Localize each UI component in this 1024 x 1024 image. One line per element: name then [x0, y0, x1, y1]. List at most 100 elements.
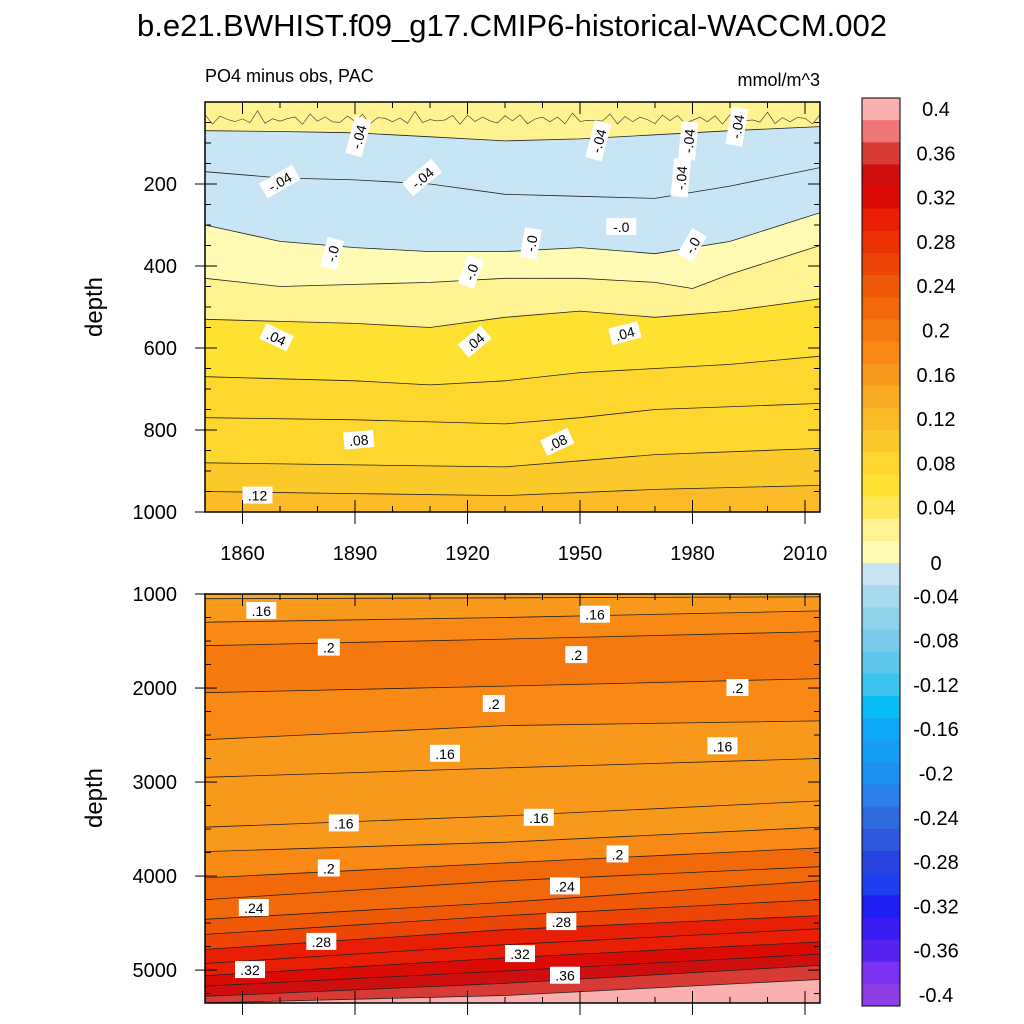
contour-label-bg	[246, 601, 277, 619]
contour-label-bg	[606, 845, 629, 863]
contour-line	[205, 485, 820, 497]
y-tick-label: 200	[144, 174, 177, 196]
colorbar-label: -0.36	[913, 941, 959, 963]
contour-label-text: .32	[510, 946, 530, 962]
figure-title: b.e21.BWHIST.f09_g17.CMIP6-historical-WA…	[137, 8, 887, 43]
colorbar-swatch	[862, 873, 900, 896]
colorbar-swatch	[862, 850, 900, 874]
contour-label-bg	[319, 236, 345, 271]
colorbar-swatch	[862, 961, 900, 985]
contour-label-text: .2	[323, 861, 335, 877]
colorbar-swatch	[862, 607, 900, 631]
colorbar-swatch	[862, 895, 900, 918]
contour-label-bg	[259, 323, 294, 352]
contour-label-bg	[585, 120, 612, 162]
x-tick-label: 1950	[558, 543, 603, 565]
contour-label-bg	[457, 325, 492, 358]
contour-label: .36	[550, 966, 580, 984]
contour-label: -.04	[585, 120, 612, 162]
bottom-contour-labels: .16 .16 .2 .2 .2 .2 .16 .16 .16 .16 .2 .2 .24 .24 .28.…	[235, 601, 749, 984]
y-tick-label: 600	[144, 338, 177, 360]
colorbar-swatch	[862, 518, 900, 542]
contour-label-text: .2	[612, 846, 624, 862]
contour-line	[205, 678, 820, 694]
contour-line	[205, 167, 820, 199]
top-y-axis-label: depth	[81, 277, 108, 337]
colorbar-label: 0.16	[917, 365, 956, 387]
contour-label: -.0	[457, 254, 484, 289]
contour-label-bg	[565, 646, 588, 664]
contour-label-bg	[550, 966, 580, 984]
contour-label-text: -.04	[680, 128, 698, 154]
colorbar-swatch	[862, 142, 900, 165]
y-tick-label: 4000	[133, 866, 178, 888]
contour-label-bg	[608, 321, 642, 346]
y-tick-label: 3000	[133, 772, 178, 794]
contour-label: .2	[317, 859, 340, 877]
colorbar-swatch	[862, 230, 900, 254]
contour-line	[205, 212, 820, 255]
colorbar-labels: 0.4 0.36 0.32 0.28 0.24 0.2 0.16 0.12 0.08 0.04 0 -…	[913, 99, 959, 1007]
contour-label: .12	[242, 486, 273, 504]
colorbar-label: -0.16	[913, 719, 959, 741]
colorbar-swatch	[862, 983, 900, 1007]
colorbar-label: 0.4	[922, 99, 950, 121]
contour-label-text: -.04	[728, 113, 748, 140]
contour-label-text: -.0	[613, 219, 630, 235]
colorbar-swatch	[862, 563, 900, 586]
contour-label-bg	[259, 164, 301, 199]
colorbar-label: -0.04	[913, 586, 959, 608]
contour-label-text: .36	[555, 968, 575, 984]
contour-line	[205, 631, 820, 647]
contour-label-text: .24	[555, 878, 575, 894]
colorbar-swatch	[862, 718, 900, 741]
colorbar-swatch	[862, 452, 900, 475]
colorbar-swatch	[862, 363, 900, 387]
contour-label: .28	[546, 913, 577, 931]
contour-label-text: .16	[252, 603, 272, 619]
contour-label: .16	[523, 808, 554, 826]
contour-label-bg	[726, 679, 749, 696]
colorbar-swatch	[862, 695, 900, 719]
contour-label: -.04	[670, 158, 691, 198]
colorbar-swatch	[862, 430, 900, 453]
colorbar-label: -0.2	[919, 764, 953, 786]
contour-label: .2	[565, 646, 588, 664]
contour-label-text: -.0	[461, 261, 482, 282]
contour-label-bg	[677, 228, 707, 263]
colorbar-label: 0.2	[922, 321, 950, 343]
contour-label-text: -.0	[681, 234, 703, 256]
top-subtitle-right: mmol/m^3	[738, 70, 820, 90]
colorbar-swatch	[862, 917, 900, 941]
contour-label-text: .28	[312, 934, 332, 950]
colorbar-swatch	[862, 186, 900, 210]
colorbar-swatch	[862, 319, 900, 343]
contour-band	[205, 485, 820, 512]
contour-label: .16	[707, 737, 738, 755]
contour-label-bg	[317, 859, 340, 877]
colorbar-swatch	[862, 297, 900, 320]
contour-label-text: .28	[552, 914, 572, 930]
bottom-panel: .16 .16 .2 .2 .2 .2 .16 .16 .16 .16 .2 .2 .24 .24 .28.…	[133, 584, 821, 1015]
contour-label-bg	[457, 254, 484, 289]
colorbar-swatch	[862, 828, 900, 852]
colorbar-swatch	[862, 762, 900, 786]
contour-line	[205, 826, 820, 852]
colorbar-swatch	[862, 341, 900, 365]
contour-label: .2	[606, 845, 629, 863]
contour-label-bg	[725, 106, 749, 147]
contour-label: -.0	[677, 228, 707, 263]
contour-line	[205, 720, 820, 741]
contour-label-text: .16	[585, 607, 605, 623]
contour-label: .2	[317, 638, 340, 656]
contour-line	[205, 979, 820, 1003]
contour-label-text: -.0	[522, 234, 541, 253]
y-tick-label: 800	[144, 420, 177, 442]
contour-line	[205, 928, 820, 964]
contour-label-bg	[523, 808, 554, 826]
colorbar-swatch	[862, 474, 900, 498]
colorbar-swatch	[862, 540, 900, 564]
y-tick-label: 400	[144, 256, 177, 278]
contour-label-bg	[550, 877, 580, 895]
contour-label-text: .32	[240, 962, 260, 978]
